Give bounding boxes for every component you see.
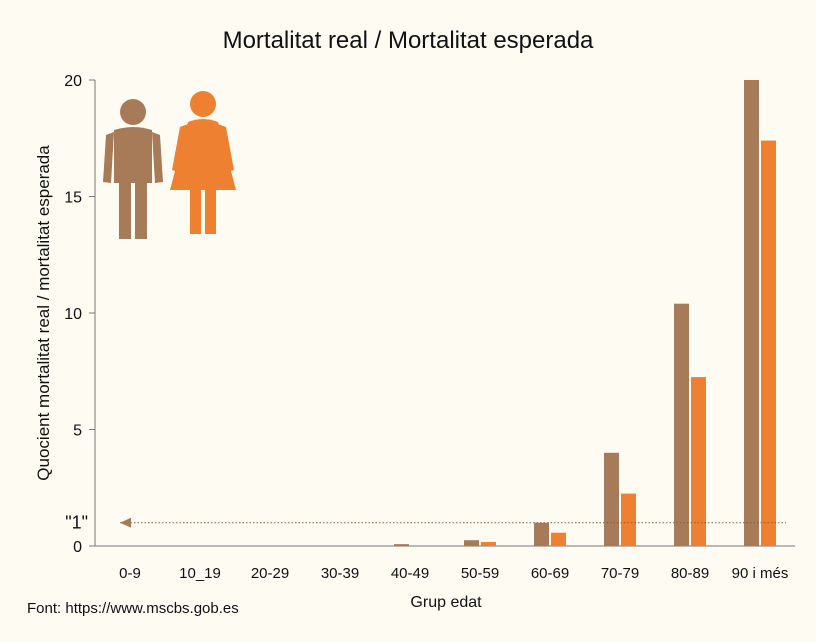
bar-male (534, 522, 549, 546)
x-tick-label: 20-29 (251, 565, 289, 582)
x-tick-label: 70-79 (601, 565, 639, 582)
bar-female (551, 532, 566, 546)
bar-male (744, 80, 759, 546)
man-right-arm (152, 132, 163, 183)
bar-male (394, 544, 409, 546)
source-note: Font: https://www.mscbs.gob.es (27, 600, 239, 617)
y-axis: 0 5 10 15 20 (64, 73, 96, 556)
y-tick-label: 10 (64, 306, 82, 323)
x-tick-label: 80-89 (671, 565, 709, 582)
woman-dress (170, 119, 236, 190)
woman-left-arm (172, 124, 188, 172)
reference-arrow-icon (120, 517, 131, 528)
x-axis: 0-9 10_19 20-29 30-39 40-49 50-59 60-69 70-79 80… (95, 545, 795, 582)
man-left-arm (103, 132, 114, 183)
x-tick-label: 60-69 (531, 565, 569, 582)
man-head (120, 99, 146, 125)
chart-title: Mortalitat real / Mortalitat esperada (223, 27, 594, 54)
reference-line-group: "1" (65, 513, 786, 533)
y-tick-label: 15 (64, 190, 82, 207)
man-torso (114, 127, 152, 183)
bar-male (674, 303, 689, 546)
man-left-leg (119, 182, 131, 239)
x-tick-label: 40-49 (391, 565, 429, 582)
man-icon (103, 99, 163, 239)
woman-icon (170, 91, 236, 234)
bar-male (604, 452, 619, 546)
y-tick-label: 5 (73, 423, 82, 440)
y-axis-label: Quocient mortalitat real / mortalitat es… (34, 145, 53, 481)
bar-female (761, 140, 776, 546)
woman-right-leg (205, 188, 216, 234)
x-tick-label: 0-9 (119, 565, 141, 582)
x-axis-label: Grup edat (410, 594, 482, 611)
woman-right-arm (218, 124, 234, 172)
y-tick-label: 20 (64, 73, 82, 90)
x-tick-label: 30-39 (321, 565, 359, 582)
x-tick-label: 50-59 (461, 565, 499, 582)
woman-left-leg (190, 188, 201, 234)
bar-female (481, 542, 496, 546)
bar-female (621, 493, 636, 546)
reference-line-label: "1" (65, 513, 88, 533)
man-right-leg (135, 182, 147, 239)
y-tick-label: 0 (73, 539, 82, 556)
woman-head (190, 91, 216, 117)
bar-group (394, 80, 776, 546)
bar-male (464, 540, 479, 546)
x-tick-label: 90 i més (732, 565, 789, 582)
x-tick-label: 10_19 (179, 565, 221, 582)
bar-female (691, 377, 706, 546)
